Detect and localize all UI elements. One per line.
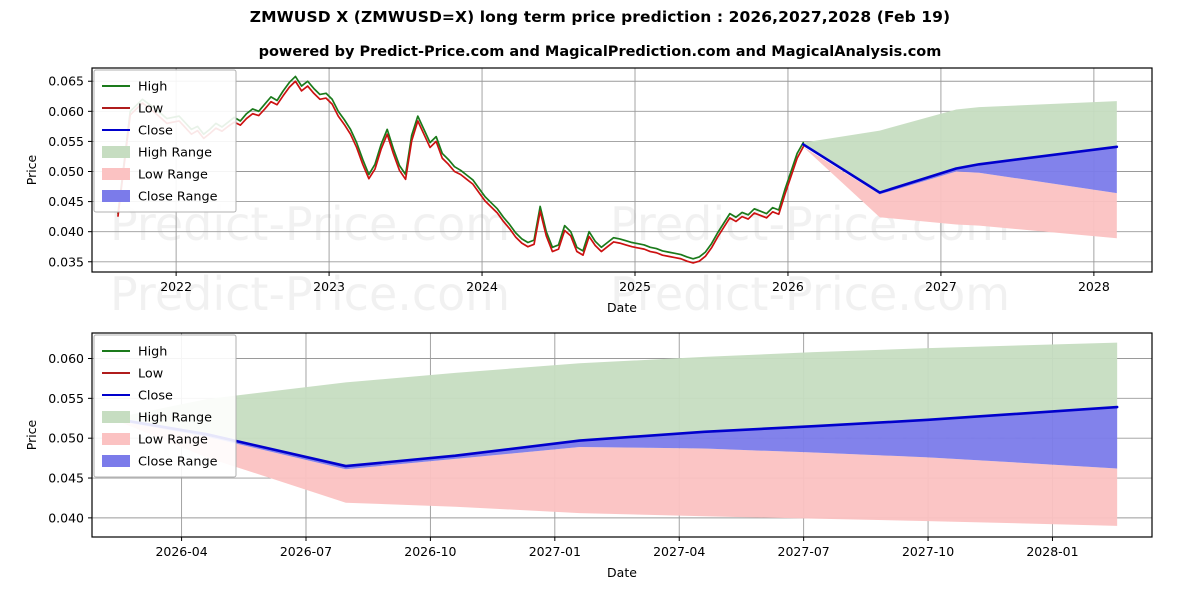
y-axis-title: Price	[24, 154, 39, 185]
x-tick-label: 2023	[313, 279, 345, 294]
legend-item-low-range[interactable]: Low Range	[102, 433, 208, 448]
legend: High Low Close High Range Low Range Close Ran…	[93, 69, 237, 213]
y-tick-label: 0.055	[48, 134, 84, 149]
watermark-text: Predict-Price.com	[110, 267, 510, 320]
legend-item-label: Close	[138, 389, 173, 404]
legend-swatch-band	[102, 455, 130, 467]
legend-item-label: High	[138, 345, 167, 360]
legend-item-label: Close	[138, 124, 173, 139]
x-tick-label: 2022	[160, 279, 192, 294]
x-tick-label: 2027	[925, 279, 957, 294]
axis-ticks: 0.040 0.045 0.050 0.055 0.060 2026-04 2026-07 2…	[48, 351, 1078, 559]
legend-item-high[interactable]: High	[102, 345, 167, 360]
x-tick-label: 2027-07	[778, 544, 830, 559]
y-tick-label: 0.045	[48, 194, 84, 209]
legend-item-close[interactable]: Close	[102, 124, 173, 139]
legend-item-high-range[interactable]: High Range	[102, 146, 212, 161]
legend-item-high-range[interactable]: High Range	[102, 411, 212, 426]
y-tick-label: 0.040	[48, 224, 84, 239]
y-tick-label: 0.055	[48, 391, 84, 406]
legend-swatch-band	[102, 433, 130, 445]
legend-item-low[interactable]: Low	[102, 367, 163, 382]
legend-swatch-band	[102, 190, 130, 202]
x-tick-label: 2026	[772, 279, 804, 294]
x-tick-label: 2027-01	[529, 544, 581, 559]
page-subtitle: powered by Predict-Price.com and Magical…	[258, 44, 942, 60]
legend-item-label: Close Range	[138, 455, 218, 470]
series-line-close	[801, 143, 1119, 194]
axes-frame	[91, 67, 1153, 273]
band-high-range	[116, 342, 1118, 467]
y-tick-label: 0.050	[48, 164, 84, 179]
x-tick-label: 2028	[1078, 279, 1110, 294]
legend-swatch-band	[102, 411, 130, 423]
page-title: ZMWUSD X (ZMWUSD=X) long term price pred…	[249, 8, 951, 26]
top-chart-svg: Predict-Price.com Predict-Price.comPredic…	[24, 67, 1153, 320]
y-axis-title: Price	[24, 419, 39, 450]
legend-item-close-range[interactable]: Close Range	[102, 190, 218, 205]
plot-content	[115, 342, 1119, 526]
series-line-close	[115, 405, 1119, 468]
legend-item-label: Close Range	[138, 190, 218, 205]
legend-item-label: Low Range	[138, 433, 208, 448]
series-line-low	[117, 80, 805, 264]
y-tick-label: 0.060	[48, 351, 84, 366]
x-tick-label: 2026-10	[404, 544, 456, 559]
legend-item-label: High	[138, 80, 167, 95]
y-tick-label: 0.040	[48, 510, 84, 525]
legend-item-label: Low Range	[138, 168, 208, 183]
band-low-range	[116, 420, 1118, 526]
x-axis-title: Date	[607, 300, 637, 315]
legend-item-label: Low	[138, 367, 163, 382]
band-low-range	[803, 146, 1117, 239]
legend-item-close-range[interactable]: Close Range	[102, 455, 218, 470]
legend-item-high[interactable]: High	[102, 80, 167, 95]
y-tick-label: 0.065	[48, 74, 84, 89]
x-axis-title: Date	[607, 565, 637, 580]
watermark-group: Predict-Price.com Predict-Price.comPredic…	[110, 197, 1010, 320]
bottom-chart-svg: Predict-Price.comPredict-Price.com0.0400…	[24, 332, 1153, 580]
series-line-high	[117, 75, 805, 260]
watermark-text: Predict-Price.com	[610, 267, 1010, 320]
legend-item-label: Low	[138, 102, 163, 117]
x-tick-label: 2026-04	[155, 544, 207, 559]
legend-item-low-range[interactable]: Low Range	[102, 168, 208, 183]
legend: High Low Close High Range Low Range Close Ran…	[93, 334, 237, 478]
plot-content	[117, 75, 1119, 264]
legend-item-label: High Range	[138, 146, 212, 161]
x-tick-label: 2024	[466, 279, 498, 294]
x-tick-label: 2025	[619, 279, 651, 294]
x-tick-label: 2028-01	[1026, 544, 1078, 559]
top-chart-panel: Predict-Price.com Predict-Price.com Predic…	[0, 60, 1200, 320]
y-tick-label: 0.045	[48, 471, 84, 486]
y-tick-label: 0.035	[48, 254, 84, 269]
band-high-range	[803, 101, 1117, 193]
axis-ticks: 0.035 0.040 0.045 0.050 0.055 0.060 0.065 2022 2…	[48, 74, 1110, 294]
legend-item-low[interactable]: Low	[102, 102, 163, 117]
legend-swatch-band	[102, 146, 130, 158]
bottom-chart-panel: Predict-Price.comPredict-Price.com0.0400…	[0, 325, 1200, 595]
x-tick-label: 2027-10	[902, 544, 954, 559]
axes-frame	[91, 332, 1153, 538]
y-tick-label: 0.050	[48, 431, 84, 446]
y-tick-label: 0.060	[48, 104, 84, 119]
legend-item-label: High Range	[138, 411, 212, 426]
legend-swatch-band	[102, 168, 130, 180]
x-tick-label: 2027-04	[653, 544, 705, 559]
x-tick-label: 2026-07	[280, 544, 332, 559]
legend-item-close[interactable]: Close	[102, 389, 173, 404]
